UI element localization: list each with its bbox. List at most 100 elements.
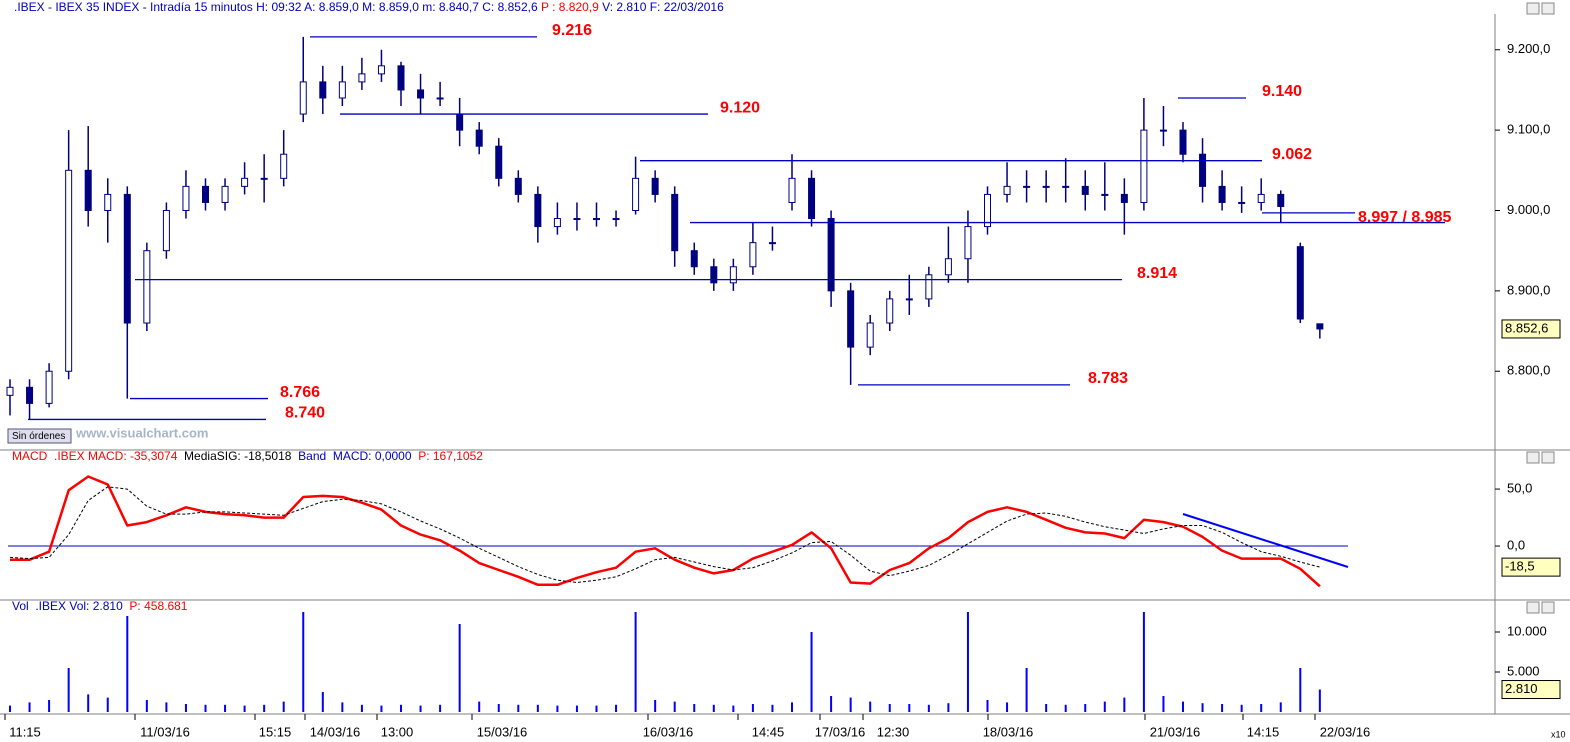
candle-body xyxy=(710,266,718,284)
volume-bar xyxy=(184,704,187,712)
candle-body xyxy=(104,193,112,211)
candle-body xyxy=(1199,153,1207,187)
candle-body xyxy=(729,266,737,284)
volume-bar xyxy=(1201,703,1204,712)
x-tick-label: 11:15 xyxy=(9,724,41,739)
candle-body xyxy=(1140,129,1148,203)
volume-bar xyxy=(1006,702,1009,712)
candle-body xyxy=(1296,246,1304,320)
candle-body xyxy=(984,193,991,228)
x-tick-label: 21/03/16 xyxy=(1150,724,1201,739)
volume-bar xyxy=(1279,702,1282,712)
button[interactable] xyxy=(1541,451,1555,464)
candle-body xyxy=(553,218,561,228)
level-label: 9.062 xyxy=(1272,146,1312,163)
candle-body xyxy=(1120,193,1128,203)
button[interactable] xyxy=(1526,2,1540,15)
candle-body xyxy=(847,290,855,348)
x-tick-label: 14:45 xyxy=(752,724,785,739)
volume-bar xyxy=(1182,701,1184,712)
candle-body xyxy=(26,386,34,404)
volume-bar xyxy=(1045,704,1048,712)
volume-bar xyxy=(791,702,793,712)
volume-bar xyxy=(595,705,598,712)
volume-bar xyxy=(126,616,129,712)
y-tick-label: 10.000 xyxy=(1507,623,1547,638)
candle-body xyxy=(651,177,659,195)
volume-bar xyxy=(966,612,969,712)
candle-body xyxy=(514,177,522,195)
candle-body xyxy=(690,250,698,268)
candle-body xyxy=(1003,185,1011,195)
volume-bar xyxy=(263,704,266,712)
volume-bar xyxy=(321,692,324,712)
volume-bar xyxy=(1299,668,1302,712)
button[interactable] xyxy=(1541,2,1555,15)
volume-bar xyxy=(224,704,227,712)
volume-bar xyxy=(810,632,813,712)
candle-body xyxy=(768,242,776,245)
level-label: 9.140 xyxy=(1262,83,1302,100)
candle-body xyxy=(1159,129,1167,132)
candle-body xyxy=(299,81,307,115)
volume-bar xyxy=(1123,697,1126,712)
candle-body xyxy=(456,113,464,131)
volume-bar xyxy=(439,704,442,712)
button[interactable] xyxy=(1541,601,1555,614)
candle-body xyxy=(827,218,835,292)
x-tick-label: 18/03/16 xyxy=(983,724,1034,739)
volume-bar xyxy=(986,700,989,712)
level-label: 9.120 xyxy=(720,99,760,116)
volume-bar xyxy=(1084,704,1087,712)
candle-body xyxy=(632,177,640,211)
volume-bar xyxy=(282,701,285,712)
volume-bar xyxy=(360,704,363,712)
volume-bar xyxy=(380,705,383,712)
orders-button[interactable] xyxy=(7,428,72,444)
volume-bar xyxy=(536,704,539,712)
candle-body xyxy=(671,193,679,252)
candle-body xyxy=(358,73,366,83)
candle-body xyxy=(495,145,503,179)
last-value-box xyxy=(1501,680,1561,700)
volume-bar xyxy=(1025,668,1028,712)
volume-bar xyxy=(1142,612,1145,712)
candle-body xyxy=(593,218,600,221)
x-tick-label: 22/03/16 xyxy=(1320,724,1371,739)
volume-bar xyxy=(400,704,402,712)
panel-title: MACD .IBEX MACD: -35,3074 MediaSIG: -18,… xyxy=(12,449,483,463)
volume-bar xyxy=(615,704,618,712)
button[interactable] xyxy=(1526,451,1540,464)
volume-bar xyxy=(830,696,833,712)
candle-body xyxy=(84,169,92,211)
last-value-box xyxy=(1501,319,1561,339)
signal-line xyxy=(9,486,1321,583)
volume-bar xyxy=(419,705,422,712)
volume-bar xyxy=(771,704,774,712)
candle-body xyxy=(1238,201,1246,204)
candle-body xyxy=(1081,185,1089,195)
volume-bar xyxy=(165,702,168,712)
candle-body xyxy=(475,129,483,147)
candle-body xyxy=(749,242,757,268)
volume-bar xyxy=(87,694,90,712)
x-tick-label: 12:30 xyxy=(877,724,910,739)
candle-body xyxy=(417,89,425,99)
title-part: V: 2.810 F: 22/03/2016 xyxy=(599,0,724,14)
candle-body xyxy=(886,298,894,324)
candle-body xyxy=(1179,129,1187,155)
level-label: 9.216 xyxy=(552,22,592,39)
volume-bar xyxy=(751,704,754,712)
volume-bar xyxy=(341,702,344,712)
volume-bar xyxy=(1318,689,1321,712)
button[interactable] xyxy=(1526,601,1540,614)
candle-body xyxy=(925,274,933,300)
candle-body xyxy=(905,298,913,301)
title-part: Vol .IBEX Vol: 2.810 xyxy=(12,599,123,613)
volume-bar xyxy=(302,612,305,712)
x-tick-label: 11/03/16 xyxy=(140,724,190,739)
volume-bar xyxy=(458,624,461,712)
candle-body xyxy=(866,322,874,348)
panel-title: .IBEX - IBEX 35 INDEX - Intradía 15 minu… xyxy=(14,0,724,14)
